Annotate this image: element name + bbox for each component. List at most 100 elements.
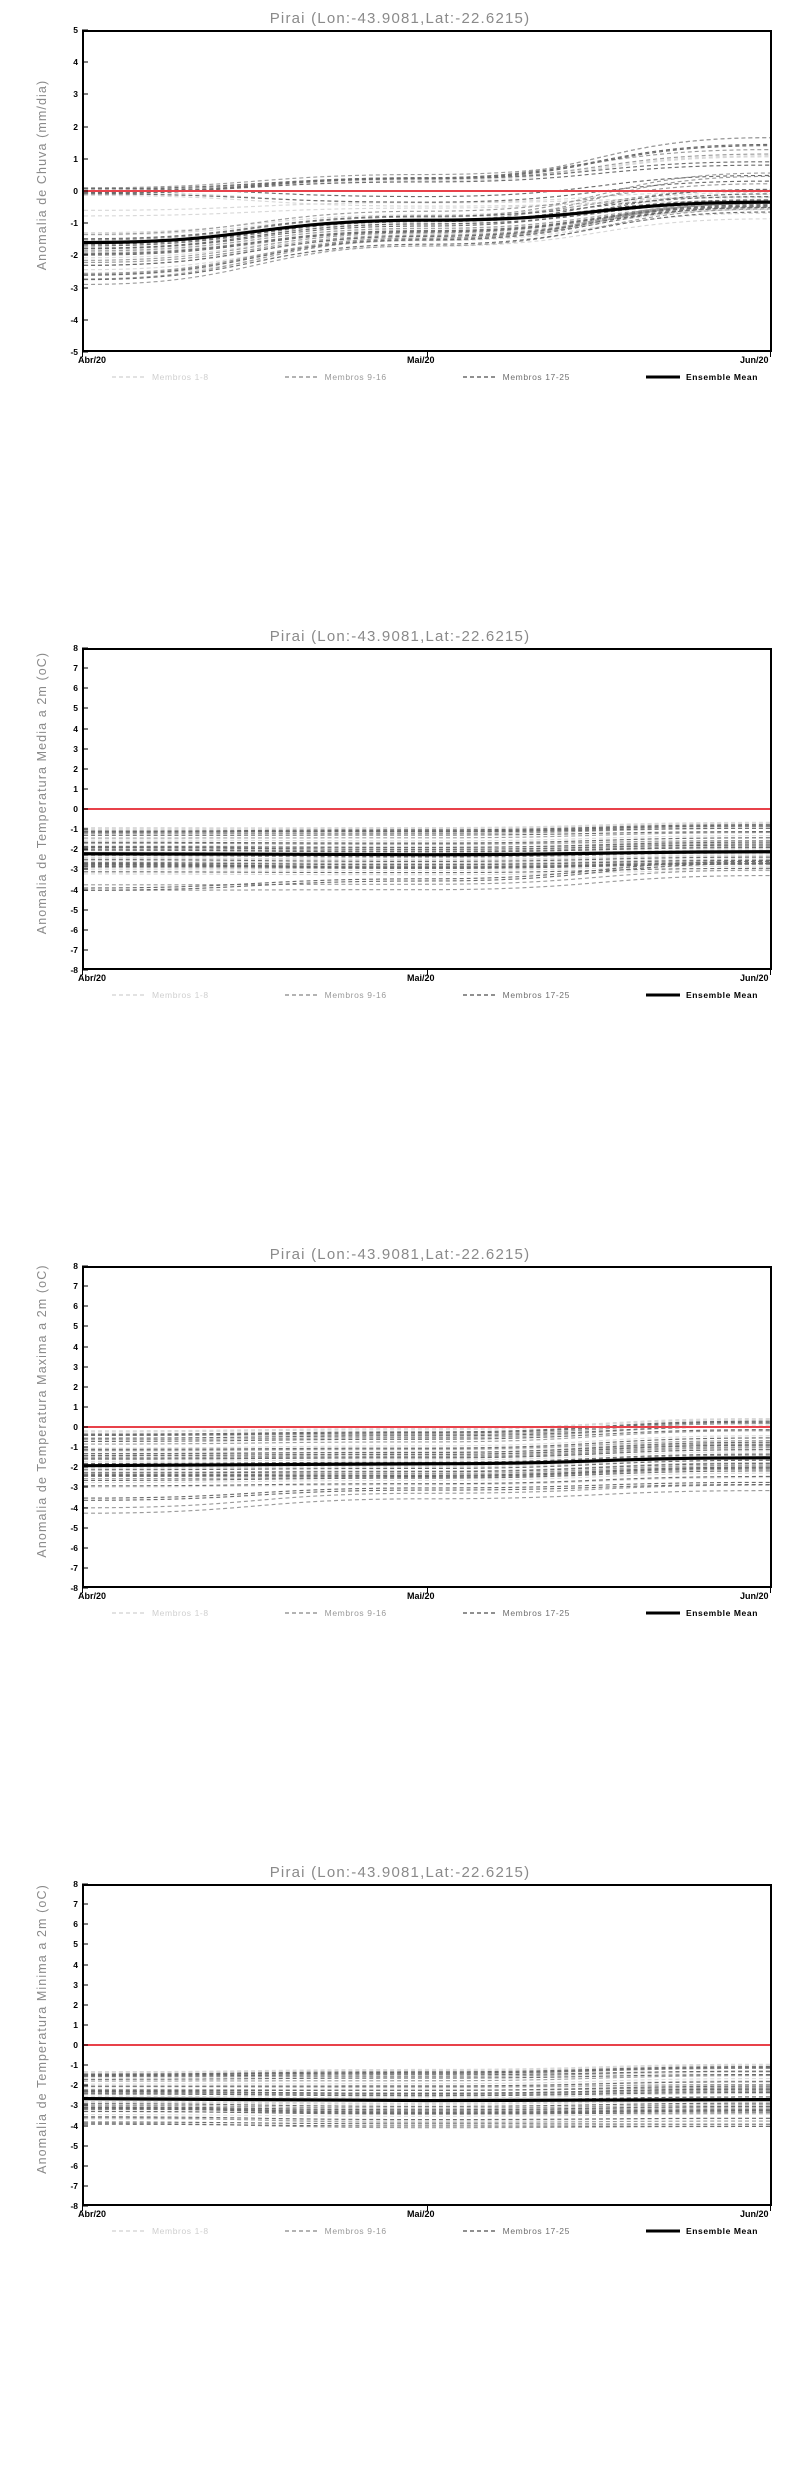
y-tick-label: 0: [73, 1422, 78, 1432]
member-line: [84, 2075, 770, 2082]
series-canvas: [84, 808, 770, 891]
dashed-line-icon: [284, 373, 319, 381]
legend-item[interactable]: Membros 9-16: [284, 2226, 387, 2236]
member-line: [84, 2070, 770, 2077]
y-tick-label: -5: [70, 347, 78, 357]
y-tick-mark: [82, 1567, 88, 1569]
member-line: [84, 1476, 770, 1488]
y-tick-label: -1: [70, 1442, 78, 1453]
y-tick-mark: [82, 1446, 88, 1448]
x-tick-mark: [770, 1588, 771, 1593]
member-line: [84, 137, 770, 192]
member-line: [84, 1449, 770, 1460]
legend-item[interactable]: Membros 1-8: [112, 990, 209, 1000]
y-axis-label: Anomalia de Temperatura Maxima a 2m (oC): [35, 1264, 49, 1558]
legend-item[interactable]: Membros 9-16: [284, 990, 387, 1000]
y-tick-mark: [82, 969, 88, 971]
y-tick-label: 8: [73, 1261, 78, 1271]
y-tick-mark: [82, 1984, 88, 1986]
member-line: [84, 1490, 770, 1514]
legend-item[interactable]: Membros 1-8: [112, 2226, 209, 2236]
y-tick-mark: [82, 1964, 88, 1965]
y-tick-mark: [82, 768, 88, 770]
legend-label: Membros 17-25: [502, 372, 570, 382]
x-tick-mark: [82, 352, 83, 357]
legend-item[interactable]: Ensemble Mean: [645, 1608, 758, 1618]
legend-item[interactable]: Membros 9-16: [284, 1608, 387, 1618]
y-tick-label: 7: [73, 663, 78, 674]
legend-label: Membros 9-16: [324, 1608, 387, 1618]
chart-panel-1: Pirai (Lon:-43.9081,Lat:-22.6215) Anomali…: [0, 0, 800, 618]
legend-item[interactable]: Membros 17-25: [462, 372, 570, 382]
member-line: [84, 1441, 770, 1455]
x-tick-label: Abr/20: [78, 2209, 107, 2219]
member-line: [84, 1444, 770, 1457]
member-line: [84, 1429, 770, 1442]
legend-label: Membros 9-16: [324, 2226, 387, 2236]
y-tick-mark: [82, 1366, 88, 1368]
y-tick-label: 2: [73, 763, 78, 774]
y-tick-label: 4: [73, 723, 78, 734]
x-tick-label: Jun/20: [740, 2209, 769, 2219]
legend-item[interactable]: Ensemble Mean: [645, 372, 758, 382]
member-line: [84, 2088, 770, 2094]
legend-label: Membros 17-25: [502, 1608, 570, 1618]
solid-line-icon: [645, 991, 680, 999]
chart-legend: Membros 1-8 Membros 9-16 Membros 17-25 Ense…: [82, 990, 772, 1000]
member-line: [84, 1481, 770, 1499]
y-tick-label: -6: [70, 1542, 78, 1553]
y-tick-label: 4: [73, 1959, 78, 1970]
plot-area: [82, 30, 772, 352]
member-line: [84, 155, 770, 193]
x-tick-label: Jun/20: [740, 355, 769, 365]
y-tick-label: -2: [70, 1462, 78, 1473]
member-line: [84, 2066, 770, 2075]
y-tick-mark: [82, 1923, 88, 1925]
member-line: [84, 1472, 770, 1484]
y-tick-label: 8: [73, 643, 78, 653]
chart-legend: Membros 1-8 Membros 9-16 Membros 17-25 Ense…: [82, 1608, 772, 1618]
x-tick-label: Abr/20: [78, 973, 107, 983]
dashed-line-icon: [462, 991, 497, 999]
y-axis-label: Anomalia de Temperatura Media a 2m (oC): [35, 651, 49, 935]
member-line: [84, 2105, 770, 2111]
legend-item[interactable]: Membros 17-25: [462, 1608, 570, 1618]
legend-label: Membros 9-16: [324, 372, 387, 382]
member-line: [84, 2090, 770, 2096]
y-tick-label: -3: [70, 2100, 78, 2111]
panel-title: Pirai (Lon:-43.9081,Lat:-22.6215): [269, 628, 531, 645]
y-tick-mark: [82, 828, 88, 830]
legend-label: Membros 17-25: [502, 990, 570, 1000]
member-line: [84, 2113, 770, 2117]
y-tick-mark: [82, 2145, 88, 2147]
member-line: [84, 855, 770, 861]
x-tick-mark: [770, 2206, 771, 2211]
y-tick-mark: [82, 1265, 88, 1267]
legend-item[interactable]: Membros 1-8: [112, 372, 209, 382]
panel-title: Pirai (Lon:-43.9081,Lat:-22.6215): [269, 1864, 531, 1881]
y-tick-mark: [82, 2024, 88, 2026]
ensemble-mean-line: [84, 2097, 770, 2103]
y-tick-mark: [82, 808, 88, 810]
member-line: [84, 1437, 770, 1450]
legend-item[interactable]: Membros 1-8: [112, 1608, 209, 1618]
legend-item[interactable]: Membros 17-25: [462, 990, 570, 1000]
member-line: [84, 846, 770, 852]
member-line: [84, 1484, 770, 1509]
legend-item[interactable]: Ensemble Mean: [645, 2226, 758, 2236]
legend-item[interactable]: Membros 9-16: [284, 372, 387, 382]
member-line: [84, 859, 770, 866]
member-line: [84, 137, 770, 192]
member-line: [84, 2078, 770, 2085]
legend-item[interactable]: Membros 17-25: [462, 2226, 570, 2236]
y-tick-mark: [82, 687, 88, 689]
plot-area: [82, 1884, 772, 2206]
member-line: [84, 161, 770, 190]
y-tick-mark: [82, 1943, 88, 1945]
member-line: [84, 1470, 770, 1481]
series-canvas: [84, 1417, 770, 1514]
member-line: [84, 191, 770, 204]
y-tick-label: 0: [73, 2040, 78, 2050]
legend-item[interactable]: Ensemble Mean: [645, 990, 758, 1000]
